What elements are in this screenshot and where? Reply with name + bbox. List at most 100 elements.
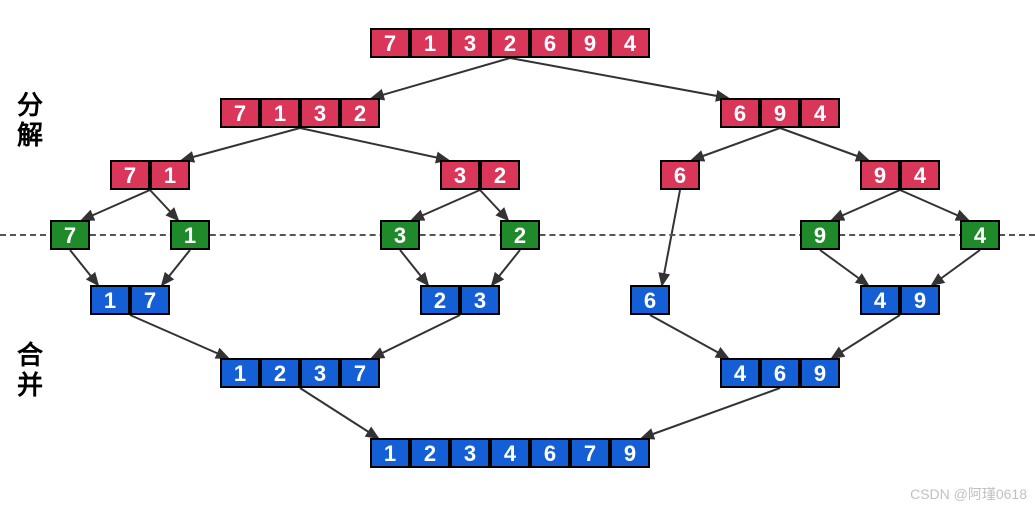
edge <box>372 315 460 358</box>
cell: 7 <box>130 285 170 315</box>
cell: 2 <box>490 28 530 58</box>
edge <box>642 388 780 438</box>
edge <box>300 128 448 160</box>
cell: 4 <box>900 160 940 190</box>
edge <box>372 58 510 98</box>
array-b1: 6 <box>660 160 700 190</box>
cell: 1 <box>410 28 450 58</box>
label-decompose: 分 解 <box>10 90 50 150</box>
cell: 6 <box>760 358 800 388</box>
edge <box>932 250 980 285</box>
array-m49: 49 <box>860 285 940 315</box>
edge <box>820 250 868 285</box>
label-merge-char1: 合 <box>10 340 50 370</box>
array-final: 1234679 <box>370 438 650 468</box>
cell: 2 <box>500 220 540 250</box>
cell: 4 <box>800 98 840 128</box>
edge <box>70 250 98 285</box>
label-merge-char2: 并 <box>10 370 50 400</box>
cell: 9 <box>800 220 840 250</box>
cell: 3 <box>450 28 490 58</box>
array-a2: 32 <box>440 160 520 190</box>
edge <box>780 128 868 160</box>
array-m6: 6 <box>630 285 670 315</box>
edge <box>162 250 190 285</box>
cell: 6 <box>530 438 570 468</box>
cell: 2 <box>420 285 460 315</box>
array-l1: 1 <box>170 220 210 250</box>
cell: 9 <box>800 358 840 388</box>
cell: 7 <box>50 220 90 250</box>
edge <box>412 190 480 220</box>
array-m17: 17 <box>90 285 170 315</box>
cell: 2 <box>410 438 450 468</box>
edge <box>662 190 680 285</box>
array-m23: 23 <box>420 285 500 315</box>
cell: 1 <box>260 98 300 128</box>
array-l2: 2 <box>500 220 540 250</box>
cell: 9 <box>570 28 610 58</box>
array-m469: 469 <box>720 358 840 388</box>
cell: 9 <box>900 285 940 315</box>
cell: 7 <box>110 160 150 190</box>
edge <box>832 190 900 220</box>
cell: 7 <box>370 28 410 58</box>
cell: 2 <box>260 358 300 388</box>
cell: 4 <box>860 285 900 315</box>
label-merge: 合 并 <box>10 340 50 400</box>
label-decompose-char2: 解 <box>10 120 50 150</box>
edge <box>300 388 378 438</box>
edge <box>492 250 520 285</box>
cell: 1 <box>170 220 210 250</box>
cell: 4 <box>490 438 530 468</box>
cell: 9 <box>610 438 650 468</box>
array-l4: 4 <box>960 220 1000 250</box>
array-root: 7132694 <box>370 28 650 58</box>
array-a1: 71 <box>110 160 190 190</box>
cell: 3 <box>300 358 340 388</box>
edge <box>130 315 228 358</box>
edge <box>150 190 178 220</box>
watermark: CSDN @阿瑾0618 <box>910 484 1027 504</box>
cell: 3 <box>460 285 500 315</box>
edge <box>900 190 968 220</box>
cell: 4 <box>610 28 650 58</box>
cell: 9 <box>760 98 800 128</box>
edge <box>692 128 780 160</box>
edge <box>400 250 428 285</box>
array-a: 7132 <box>220 98 380 128</box>
cell: 1 <box>150 160 190 190</box>
edge <box>480 190 508 220</box>
cell: 9 <box>860 160 900 190</box>
cell: 7 <box>570 438 610 468</box>
edge <box>182 128 300 160</box>
array-b2: 94 <box>860 160 940 190</box>
cell: 4 <box>720 358 760 388</box>
cell: 6 <box>660 160 700 190</box>
cell: 3 <box>300 98 340 128</box>
cell: 1 <box>370 438 410 468</box>
edges-layer <box>0 0 1035 508</box>
cell: 3 <box>440 160 480 190</box>
edge <box>82 190 150 220</box>
array-l7: 7 <box>50 220 90 250</box>
cell: 2 <box>340 98 380 128</box>
array-l9: 9 <box>800 220 840 250</box>
label-decompose-char1: 分 <box>10 90 50 120</box>
cell: 1 <box>220 358 260 388</box>
edge <box>832 315 900 358</box>
array-l3: 3 <box>380 220 420 250</box>
edge <box>510 58 728 98</box>
cell: 6 <box>530 28 570 58</box>
cell: 2 <box>480 160 520 190</box>
edge <box>650 315 728 358</box>
array-b: 694 <box>720 98 840 128</box>
cell: 7 <box>220 98 260 128</box>
cell: 3 <box>380 220 420 250</box>
cell: 1 <box>90 285 130 315</box>
cell: 7 <box>340 358 380 388</box>
cell: 6 <box>720 98 760 128</box>
array-m1237: 1237 <box>220 358 380 388</box>
cell: 4 <box>960 220 1000 250</box>
cell: 3 <box>450 438 490 468</box>
